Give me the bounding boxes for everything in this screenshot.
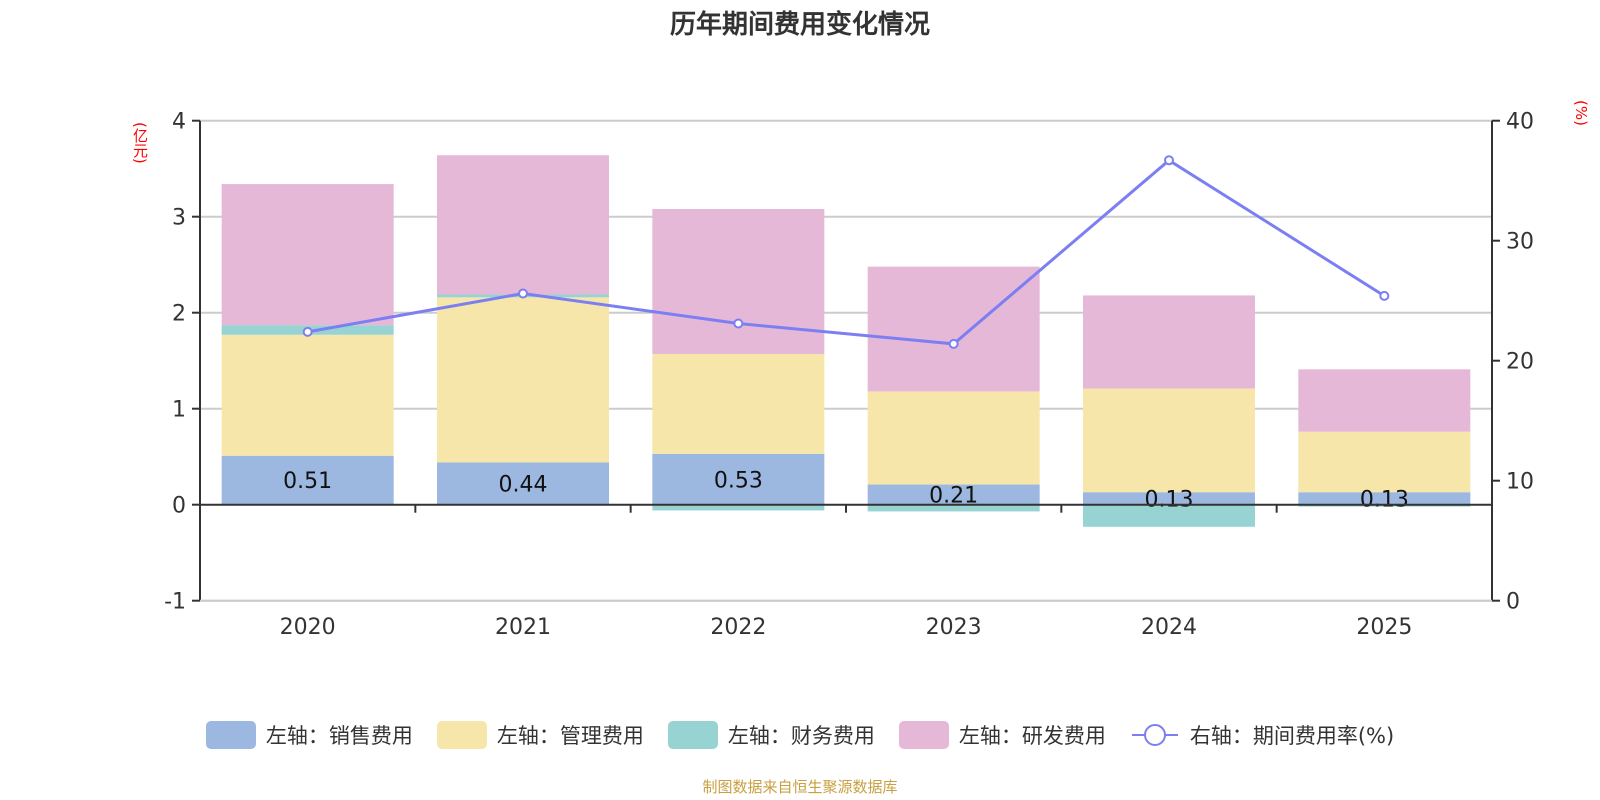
legend-label-admin: 左轴：管理费用	[496, 724, 644, 748]
legend-item-finance[interactable]: 左轴：财务费用	[667, 720, 875, 750]
left-axis-unit: (亿元)	[131, 122, 149, 164]
bar-data-label: 0.51	[283, 469, 332, 494]
legend-label-sales: 左轴：销售费用	[265, 724, 413, 748]
bar-data-label: 0.13	[1145, 487, 1194, 512]
bar-segment	[867, 391, 1040, 485]
bar-segment	[1083, 492, 1255, 505]
rate-point	[1164, 155, 1174, 166]
legend-item-admin[interactable]: 左轴：管理费用	[436, 720, 644, 750]
bar-segment	[867, 504, 1040, 512]
legend-label-rate: 右轴：期间费用率(%)	[1189, 724, 1395, 748]
chart-title: 历年期间费用变化情况	[669, 10, 930, 40]
legend-label-finance: 左轴：财务费用	[727, 724, 875, 748]
bar-segment	[221, 184, 394, 326]
bar-segment	[1298, 492, 1471, 505]
legend-swatch-rnd	[898, 721, 949, 749]
legend-swatch-admin	[436, 721, 487, 749]
x-axis-tick-label: 2022	[710, 615, 766, 640]
data-source-footnote: 制图数据来自恒生聚源数据库	[702, 778, 898, 796]
rate-point	[302, 326, 313, 337]
legend-swatch-finance	[667, 721, 718, 749]
bar-data-label: 0.44	[499, 473, 548, 498]
legend-item-rate[interactable]: 右轴：期间费用率(%)	[1130, 720, 1394, 750]
bar-segment	[1083, 504, 1255, 527]
left-axis-tick-label: 3	[172, 206, 186, 231]
bar-segment	[437, 155, 609, 295]
rate-point	[948, 338, 959, 349]
bar-segment	[221, 334, 394, 456]
bar-segment	[867, 266, 1040, 392]
left-axis-tick-label: 4	[172, 110, 186, 135]
bar-segment	[652, 504, 825, 511]
bar-segment	[1298, 369, 1471, 432]
right-axis-tick-label: 30	[1506, 230, 1534, 255]
bar-segment	[1298, 431, 1471, 493]
bar-segment	[652, 209, 825, 354]
left-axis-tick-label: -1	[164, 590, 186, 615]
legend-line-marker-icon	[1131, 724, 1178, 746]
right-axis-tick-label: 0	[1506, 590, 1520, 615]
bar-segment	[867, 484, 1040, 505]
legend-item-rnd[interactable]: 左轴：研发费用	[898, 720, 1106, 750]
right-axis-tick-label: 20	[1506, 350, 1534, 375]
legend-item-sales[interactable]: 左轴：销售费用	[205, 720, 413, 750]
right-axis-unit: (%)	[1572, 100, 1590, 126]
rate-point	[733, 318, 744, 329]
rate-point	[1379, 290, 1390, 301]
rate-line	[307, 158, 1386, 346]
bar-segment	[1083, 388, 1255, 493]
right-axis-tick-label: 10	[1506, 470, 1534, 495]
x-axis-tick-label: 2021	[495, 615, 551, 640]
bar-data-label: 0.53	[714, 468, 763, 493]
bar-segment	[652, 353, 825, 454]
bar-segment	[437, 462, 609, 505]
bar-segment	[1083, 295, 1255, 389]
bar-data-label: 0.13	[1360, 487, 1409, 512]
x-axis-tick-label: 2023	[926, 615, 982, 640]
x-axis-tick-label: 2020	[280, 615, 336, 640]
left-axis-tick-label: 2	[172, 302, 186, 327]
right-axis-tick-label: 40	[1506, 110, 1534, 135]
left-axis-tick-label: 1	[172, 398, 186, 423]
x-axis-tick-label: 2024	[1141, 615, 1197, 640]
bar-segment	[437, 297, 609, 463]
legend: 左轴：销售费用 左轴：管理费用 左轴：财务费用 左轴：研发费用 右轴：期间费用率…	[0, 720, 1600, 750]
bar-segment	[221, 455, 394, 505]
legend-label-rnd: 左轴：研发费用	[958, 724, 1106, 748]
x-axis-tick-label: 2025	[1356, 615, 1412, 640]
bar-segment	[652, 453, 825, 505]
rate-point	[518, 288, 528, 299]
legend-swatch-sales	[205, 721, 256, 749]
left-axis-tick-label: 0	[172, 494, 186, 519]
